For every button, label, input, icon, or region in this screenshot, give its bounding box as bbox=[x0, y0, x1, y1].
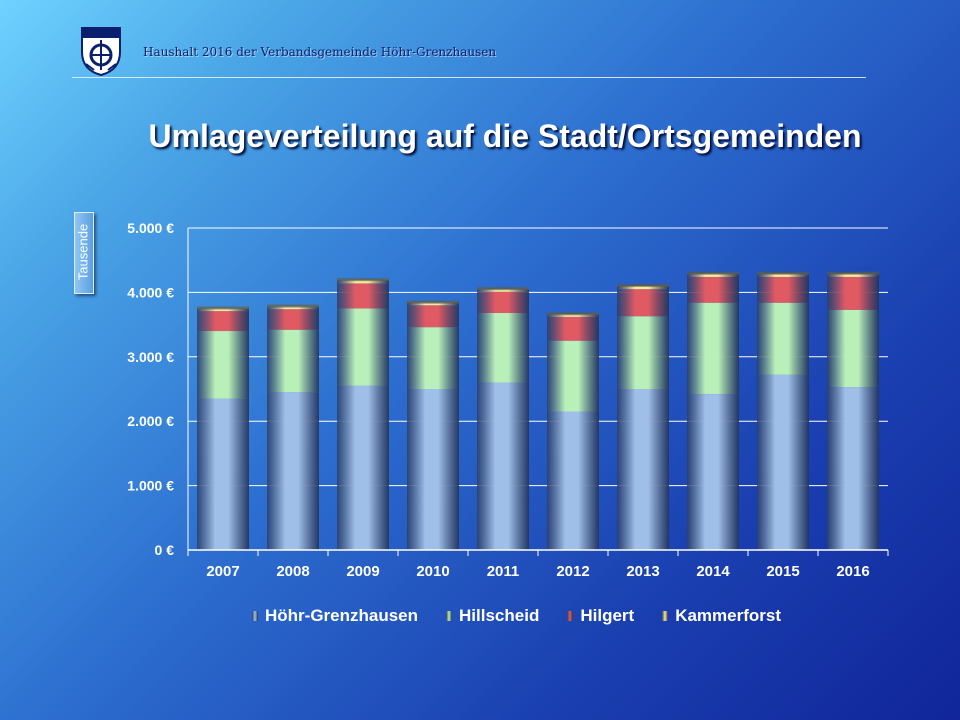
x-tick-label: 2011 bbox=[487, 563, 520, 580]
legend-item: Hillscheid bbox=[446, 606, 539, 626]
bar-top-edge bbox=[267, 304, 319, 308]
x-tick-label: 2016 bbox=[836, 563, 869, 580]
x-tick-label: 2008 bbox=[276, 563, 309, 580]
bar-segment-kammerforst-2009 bbox=[337, 280, 389, 284]
bar-segment-hillscheid-2012 bbox=[547, 340, 599, 412]
bar-segment-h-hr-grenzhausen-2014 bbox=[687, 394, 739, 550]
bar-top-edge bbox=[547, 312, 599, 316]
bar-segment-hillscheid-2014 bbox=[687, 302, 739, 395]
bar-segment-kammerforst-2013 bbox=[617, 285, 669, 290]
bar-segment-h-hr-grenzhausen-2011 bbox=[477, 382, 529, 550]
chart-legend: Höhr-Grenzhausen Hillscheid Hilgert Kammerf… bbox=[252, 606, 781, 626]
bar-segment-hilgert-2008 bbox=[267, 309, 319, 330]
legend-item: Kammerforst bbox=[662, 606, 781, 626]
bar-segment-h-hr-grenzhausen-2008 bbox=[267, 392, 319, 550]
bar-top-edge bbox=[197, 306, 249, 310]
x-tick-label: 2012 bbox=[556, 563, 589, 580]
x-tick-label: 2010 bbox=[416, 563, 449, 580]
bar-segment-kammerforst-2012 bbox=[547, 314, 599, 317]
coat-of-arms-icon bbox=[81, 27, 121, 76]
legend-item: Höhr-Grenzhausen bbox=[252, 606, 418, 626]
x-tick-label: 2015 bbox=[766, 563, 799, 580]
bar-segment-hilgert-2015 bbox=[757, 276, 809, 303]
bar-top-edge bbox=[407, 300, 459, 304]
header-text: Haushalt 2016 der Verbandsgemeinde Höhr-… bbox=[143, 45, 497, 59]
bar-segment-h-hr-grenzhausen-2012 bbox=[547, 411, 599, 550]
bar-top-edge bbox=[477, 287, 529, 291]
y-tick-label: 3.000 € bbox=[127, 349, 174, 365]
bar-segment-kammerforst-2008 bbox=[267, 306, 319, 310]
legend-swatch bbox=[446, 611, 453, 621]
bar-segment-hillscheid-2008 bbox=[267, 329, 319, 393]
bar-segment-hilgert-2016 bbox=[827, 276, 879, 310]
bar-segment-kammerforst-2011 bbox=[477, 289, 529, 292]
bar-segment-hilgert-2013 bbox=[617, 289, 669, 317]
bar-segment-h-hr-grenzhausen-2013 bbox=[617, 389, 669, 550]
bar-segment-kammerforst-2014 bbox=[687, 273, 739, 277]
y-tick-label: 0 € bbox=[155, 542, 175, 558]
bar-segment-hillscheid-2015 bbox=[757, 302, 809, 375]
bar-top-edge bbox=[617, 283, 669, 287]
x-tick-label: 2013 bbox=[626, 563, 659, 580]
bar-segment-hilgert-2009 bbox=[337, 283, 389, 309]
legend-label: Höhr-Grenzhausen bbox=[265, 606, 419, 625]
bar-segment-hillscheid-2007 bbox=[197, 331, 249, 399]
legend-swatch bbox=[662, 611, 669, 621]
bar-segment-h-hr-grenzhausen-2007 bbox=[197, 398, 249, 550]
legend-label: Kammerforst bbox=[675, 606, 781, 625]
bar-segment-hilgert-2014 bbox=[687, 276, 739, 303]
bar-top-edge bbox=[827, 271, 879, 275]
legend-label: Hillscheid bbox=[459, 606, 540, 625]
bar-segment-h-hr-grenzhausen-2016 bbox=[827, 387, 879, 550]
bar-segment-hillscheid-2011 bbox=[477, 313, 529, 383]
unit-label-box bbox=[74, 212, 94, 294]
bar-segment-kammerforst-2016 bbox=[827, 273, 879, 277]
x-tick-label: 2014 bbox=[696, 563, 730, 580]
bar-segment-kammerforst-2015 bbox=[757, 273, 809, 277]
legend-swatch bbox=[567, 611, 574, 621]
y-tick-label: 4.000 € bbox=[127, 284, 174, 300]
bar-segment-hilgert-2012 bbox=[547, 316, 599, 341]
page-title: Umlageverteilung auf die Stadt/Ortsgemei… bbox=[148, 118, 862, 154]
x-tick-label: 2009 bbox=[346, 563, 379, 580]
bar-segment-h-hr-grenzhausen-2010 bbox=[407, 389, 459, 550]
bar-segment-h-hr-grenzhausen-2009 bbox=[337, 385, 389, 550]
bar-top-edge bbox=[757, 271, 809, 275]
bar-segment-hillscheid-2010 bbox=[407, 327, 459, 389]
bar-segment-hillscheid-2013 bbox=[617, 316, 669, 389]
legend-label: Hilgert bbox=[580, 606, 635, 625]
bar-segment-hillscheid-2016 bbox=[827, 309, 879, 388]
bar-segment-hilgert-2011 bbox=[477, 291, 529, 314]
y-tick-label: 1.000 € bbox=[127, 478, 174, 494]
bar-segment-h-hr-grenzhausen-2015 bbox=[757, 374, 809, 550]
legend-swatch bbox=[252, 611, 258, 621]
legend-item: Hilgert bbox=[567, 606, 634, 626]
y-tick-label: 2.000 € bbox=[127, 413, 174, 429]
y-tick-label: 5.000 € bbox=[127, 220, 174, 236]
bar-top-edge bbox=[337, 278, 389, 282]
bar-top-edge bbox=[687, 271, 739, 275]
bar-segment-kammerforst-2007 bbox=[197, 308, 249, 312]
x-tick-label: 2007 bbox=[206, 563, 239, 580]
header-divider bbox=[72, 77, 866, 78]
bar-segment-hilgert-2007 bbox=[197, 311, 249, 332]
bar-segment-hillscheid-2009 bbox=[337, 308, 389, 386]
bar-segment-kammerforst-2010 bbox=[407, 302, 459, 306]
bar-segment-hilgert-2010 bbox=[407, 305, 459, 328]
